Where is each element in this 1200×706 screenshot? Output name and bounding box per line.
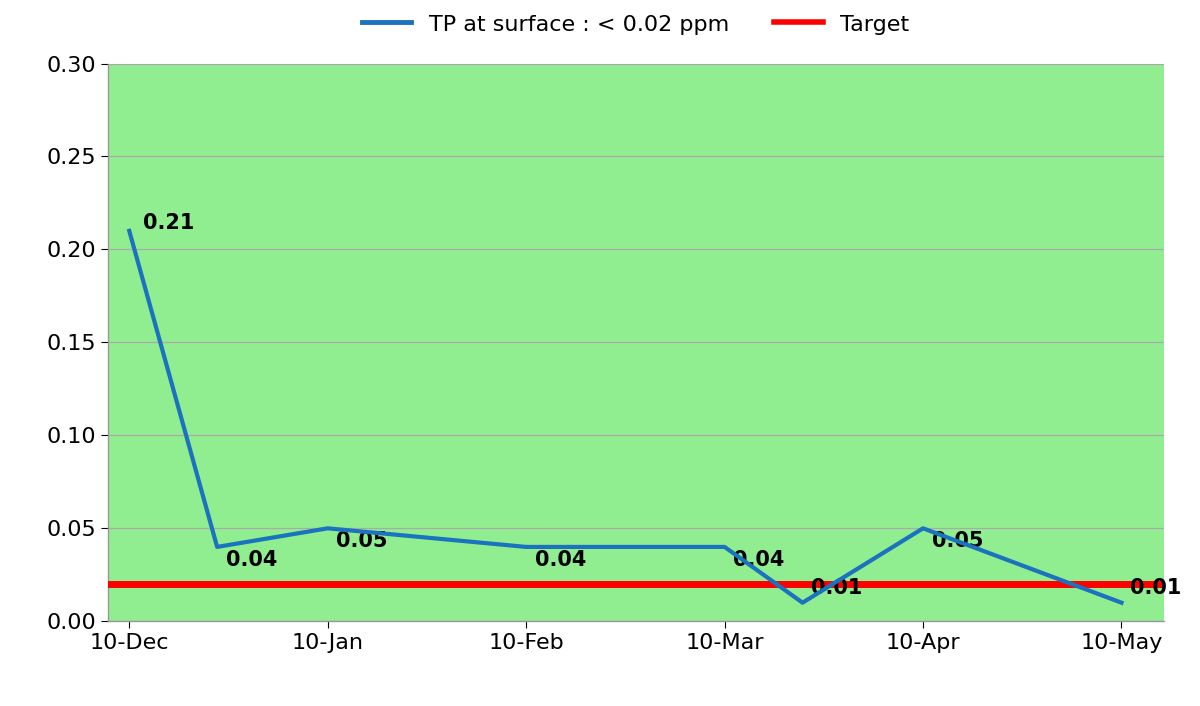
Text: 0.04: 0.04 <box>733 550 785 570</box>
Legend: TP at surface : < 0.02 ppm, Target: TP at surface : < 0.02 ppm, Target <box>352 2 920 46</box>
Text: 0.01: 0.01 <box>811 578 863 598</box>
Text: 0.01: 0.01 <box>1130 578 1181 598</box>
Text: 0.04: 0.04 <box>535 550 586 570</box>
Text: 0.04: 0.04 <box>226 550 277 570</box>
Text: 0.21: 0.21 <box>144 213 194 234</box>
Text: 0.05: 0.05 <box>931 532 983 551</box>
Text: 0.05: 0.05 <box>336 532 388 551</box>
